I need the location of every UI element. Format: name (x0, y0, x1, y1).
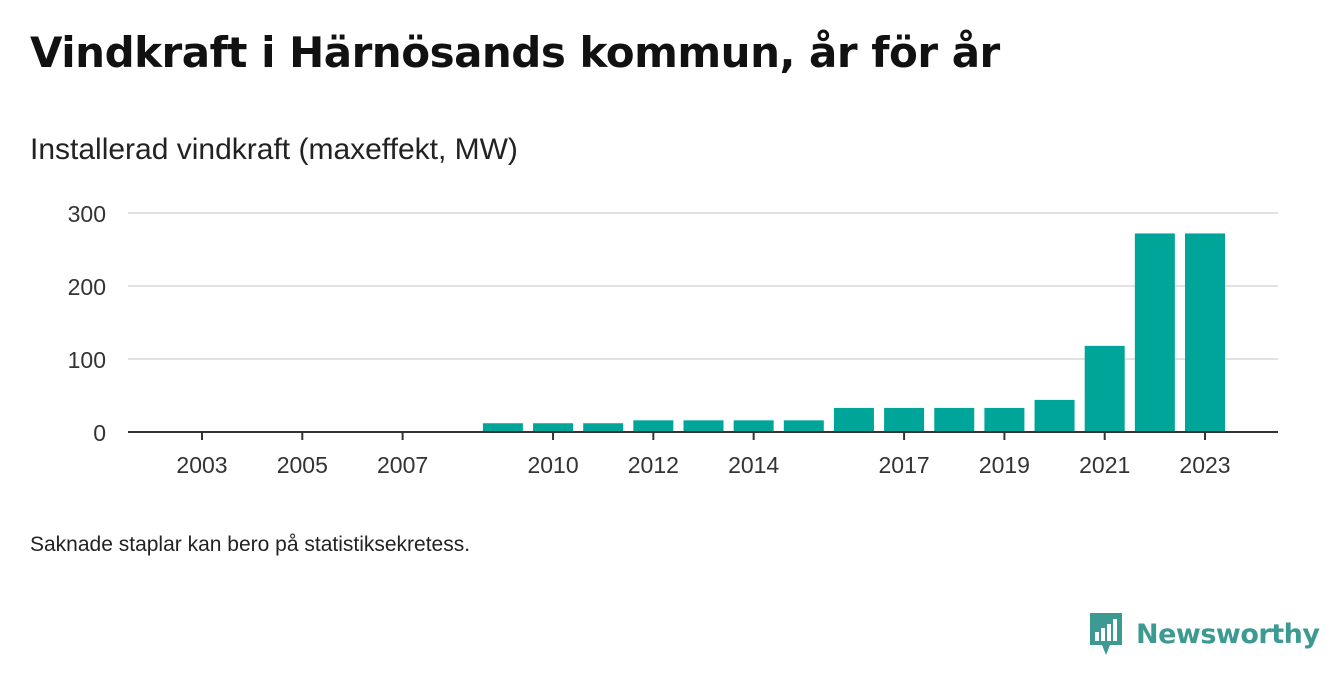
bar-2022 (1134, 233, 1175, 432)
x-tick-label: 2021 (1079, 452, 1130, 478)
chart-subtitle: Installerad vindkraft (maxeffekt, MW) (30, 133, 518, 166)
bars (482, 233, 1225, 432)
bar-2013 (683, 420, 724, 432)
bar-2009 (482, 423, 523, 432)
bar-2018 (934, 407, 975, 432)
bar-2016 (833, 407, 874, 432)
y-tick-label: 0 (93, 420, 106, 446)
bar-2019 (984, 407, 1025, 432)
x-tick-label: 2007 (377, 452, 428, 478)
y-tick-label: 300 (68, 201, 106, 227)
footnote: Saknade staplar kan bero på statistiksek… (30, 533, 471, 556)
bar-2017 (884, 407, 925, 432)
x-tick-label: 2012 (628, 452, 679, 478)
y-axis-tick-labels: 0 100 200 300 (68, 201, 106, 446)
x-tick-label: 2003 (176, 452, 227, 478)
x-tick-label: 2017 (879, 452, 930, 478)
x-tick-label: 2019 (979, 452, 1030, 478)
y-tick-label: 200 (68, 274, 106, 300)
bar-2012 (633, 420, 674, 432)
x-tick-label: 2023 (1179, 452, 1230, 478)
x-tick-label: 2014 (728, 452, 779, 478)
bar-2011 (583, 423, 624, 432)
brand-logo: Newsworthy (1088, 610, 1320, 658)
newsworthy-logo-icon (1090, 613, 1122, 655)
x-tick-label: 2010 (527, 452, 578, 478)
bar-2023 (1185, 233, 1225, 432)
brand-name: Newsworthy (1136, 618, 1320, 650)
bar-2014 (733, 420, 774, 432)
bar-2010 (533, 423, 574, 432)
chart-title: Vindkraft i Härnösands kommun, år för år (30, 28, 1000, 77)
x-tick-label: 2005 (277, 452, 328, 478)
x-axis: 2003 2005 2007 2010 2012 2014 2017 2019 2021 2023 (128, 431, 1278, 478)
bar-2021 (1084, 345, 1125, 432)
bar-2020 (1034, 399, 1075, 432)
y-tick-label: 100 (68, 347, 106, 373)
grid-lines (128, 212, 1278, 360)
bar-2015 (783, 420, 824, 432)
